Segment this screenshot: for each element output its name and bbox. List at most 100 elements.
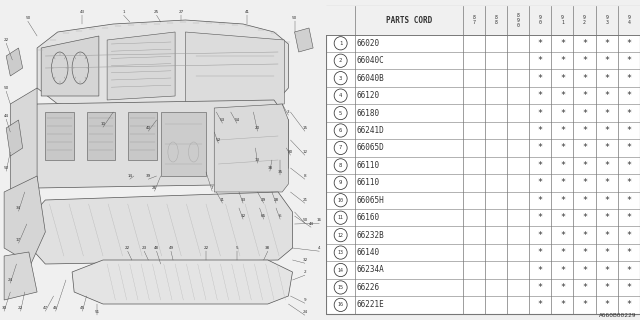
Text: 9
0: 9 0 bbox=[539, 15, 541, 26]
Text: *: * bbox=[604, 74, 609, 83]
Text: *: * bbox=[604, 126, 609, 135]
Text: *: * bbox=[582, 178, 587, 187]
Text: *: * bbox=[560, 231, 565, 240]
Text: *: * bbox=[538, 196, 543, 205]
Text: *: * bbox=[538, 283, 543, 292]
Text: 66241D: 66241D bbox=[356, 126, 385, 135]
Text: 38: 38 bbox=[268, 166, 273, 170]
Text: *: * bbox=[582, 196, 587, 205]
Polygon shape bbox=[4, 176, 45, 264]
Text: *: * bbox=[604, 178, 609, 187]
Text: A660B00229: A660B00229 bbox=[600, 313, 637, 318]
Text: 66065D: 66065D bbox=[356, 143, 385, 152]
Text: 44: 44 bbox=[308, 222, 314, 226]
Text: *: * bbox=[627, 266, 632, 275]
Text: 6: 6 bbox=[279, 214, 282, 218]
Text: *: * bbox=[560, 283, 565, 292]
Text: 47: 47 bbox=[43, 306, 48, 310]
Text: 1: 1 bbox=[122, 10, 125, 14]
Text: *: * bbox=[538, 108, 543, 117]
Text: *: * bbox=[582, 126, 587, 135]
Text: 22: 22 bbox=[18, 306, 23, 310]
Text: *: * bbox=[538, 39, 543, 48]
Polygon shape bbox=[6, 48, 22, 76]
Text: 24: 24 bbox=[302, 310, 307, 314]
Text: *: * bbox=[604, 39, 609, 48]
Text: 14: 14 bbox=[338, 268, 344, 273]
Text: *: * bbox=[582, 56, 587, 65]
Text: 29: 29 bbox=[261, 198, 266, 202]
Text: 3: 3 bbox=[287, 110, 290, 114]
Text: *: * bbox=[560, 178, 565, 187]
Text: *: * bbox=[582, 266, 587, 275]
Text: 66110: 66110 bbox=[356, 178, 380, 187]
Polygon shape bbox=[6, 120, 22, 156]
Text: 39: 39 bbox=[146, 174, 151, 178]
Text: 50: 50 bbox=[4, 86, 9, 90]
Text: *: * bbox=[582, 143, 587, 152]
Text: *: * bbox=[627, 178, 632, 187]
Text: *: * bbox=[604, 108, 609, 117]
Polygon shape bbox=[4, 252, 37, 300]
Text: 53: 53 bbox=[220, 118, 225, 122]
Text: *: * bbox=[582, 300, 587, 309]
Text: *: * bbox=[627, 283, 632, 292]
Text: *: * bbox=[538, 266, 543, 275]
Text: *: * bbox=[582, 248, 587, 257]
Polygon shape bbox=[10, 88, 37, 220]
Text: 16: 16 bbox=[317, 218, 322, 222]
Text: 66221E: 66221E bbox=[356, 300, 385, 309]
Text: 5: 5 bbox=[339, 110, 342, 116]
Text: *: * bbox=[627, 300, 632, 309]
Text: 8: 8 bbox=[303, 174, 306, 178]
Text: *: * bbox=[627, 126, 632, 135]
Polygon shape bbox=[41, 36, 99, 96]
Text: 16: 16 bbox=[338, 302, 344, 308]
Text: *: * bbox=[560, 213, 565, 222]
Text: 66020: 66020 bbox=[356, 39, 380, 48]
Text: *: * bbox=[604, 300, 609, 309]
Text: *: * bbox=[627, 108, 632, 117]
Text: 28: 28 bbox=[273, 198, 278, 202]
Text: 50: 50 bbox=[25, 16, 31, 20]
Text: 13: 13 bbox=[338, 250, 344, 255]
Text: *: * bbox=[560, 266, 565, 275]
Text: *: * bbox=[560, 143, 565, 152]
Polygon shape bbox=[31, 192, 292, 264]
Polygon shape bbox=[107, 32, 175, 100]
Text: 25: 25 bbox=[154, 10, 159, 14]
Text: *: * bbox=[627, 196, 632, 205]
Text: *: * bbox=[538, 56, 543, 65]
Text: 8
7: 8 7 bbox=[472, 15, 475, 26]
Text: 9: 9 bbox=[339, 180, 342, 185]
Polygon shape bbox=[25, 100, 289, 188]
Text: *: * bbox=[627, 231, 632, 240]
Text: 41: 41 bbox=[244, 10, 250, 14]
Text: *: * bbox=[560, 248, 565, 257]
Text: 44: 44 bbox=[4, 114, 9, 118]
Text: 54: 54 bbox=[234, 118, 239, 122]
Text: 9
1: 9 1 bbox=[561, 15, 564, 26]
Text: 22: 22 bbox=[4, 38, 9, 42]
Text: *: * bbox=[560, 300, 565, 309]
Text: *: * bbox=[560, 108, 565, 117]
Text: *: * bbox=[538, 178, 543, 187]
Text: *: * bbox=[582, 161, 587, 170]
Text: *: * bbox=[627, 56, 632, 65]
Text: *: * bbox=[560, 56, 565, 65]
Text: 22: 22 bbox=[125, 246, 131, 250]
Text: 9: 9 bbox=[303, 298, 306, 302]
Text: *: * bbox=[627, 213, 632, 222]
Text: 17: 17 bbox=[16, 238, 21, 242]
Text: 66110: 66110 bbox=[356, 161, 380, 170]
Polygon shape bbox=[294, 28, 313, 52]
Text: *: * bbox=[604, 248, 609, 257]
Text: *: * bbox=[538, 231, 543, 240]
Text: *: * bbox=[560, 196, 565, 205]
Text: *: * bbox=[538, 161, 543, 170]
Text: *: * bbox=[582, 39, 587, 48]
Text: 35: 35 bbox=[278, 170, 283, 174]
Text: *: * bbox=[560, 39, 565, 48]
Text: 48: 48 bbox=[154, 246, 159, 250]
Text: *: * bbox=[582, 91, 587, 100]
